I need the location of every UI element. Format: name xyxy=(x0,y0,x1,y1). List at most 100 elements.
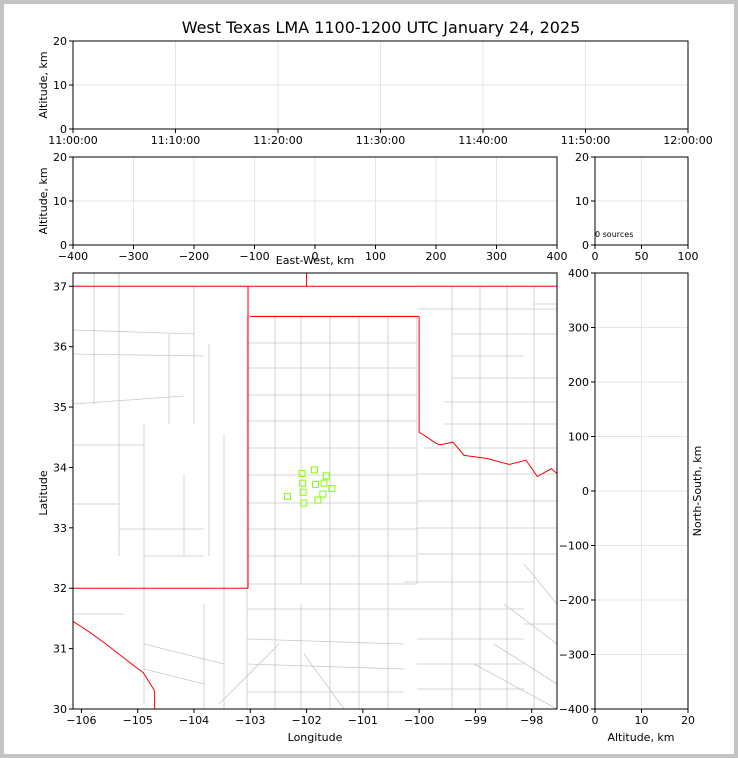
hist-x-tick-label: 50 xyxy=(635,250,649,263)
ns-y-tick-label: −300 xyxy=(559,649,589,662)
ns-y-tick-label: 200 xyxy=(568,376,589,389)
ns-y-tick-label: −200 xyxy=(559,594,589,607)
lat-tick-label: 32 xyxy=(53,582,67,595)
county-line xyxy=(246,638,405,645)
lon-tick-label: −104 xyxy=(179,714,209,727)
county-line xyxy=(143,668,205,685)
ns-altitude-xlabel: Altitude, km xyxy=(607,731,674,744)
lon-tick-label: −101 xyxy=(348,714,378,727)
ns-altitude-ticks: 0 10 20 −400 −300 −200 −100 0 100 200 300 400 xyxy=(559,267,695,727)
time-y-tick-label: 0 xyxy=(60,123,67,136)
time-altitude-ylabel: Altitude, km xyxy=(37,51,50,118)
lma-figure: West Texas LMA 1100-1200 UTC January 24,… xyxy=(37,18,713,744)
plan-view-panel: −106 −105 −104 −103 −102 −101 −100 −99 −98 30 31 32… xyxy=(37,272,558,744)
ew-x-tick-label: 0 xyxy=(312,250,319,263)
county-line xyxy=(303,653,345,709)
ew-x-tick-label: −200 xyxy=(179,250,209,263)
county-line xyxy=(73,353,205,357)
lat-tick-label: 36 xyxy=(53,341,67,354)
time-x-tick-label: 11:00:00 xyxy=(48,134,97,147)
hist-x-tick-label: 0 xyxy=(592,250,599,263)
county-line xyxy=(218,643,280,705)
ns-x-tick-label: 10 xyxy=(635,714,649,727)
plan-view-ticks: −106 −105 −104 −103 −102 −101 −100 −99 −98 30 31 32… xyxy=(53,280,543,727)
ew-x-tick-label: −400 xyxy=(58,250,88,263)
figure-frame: West Texas LMA 1100-1200 UTC January 24,… xyxy=(4,4,734,754)
lat-tick-label: 31 xyxy=(53,643,67,656)
lon-tick-label: −99 xyxy=(464,714,487,727)
time-x-tick-label: 11:20:00 xyxy=(253,134,302,147)
plan-view-ylabel: Latitude xyxy=(37,470,50,516)
time-y-tick-label: 20 xyxy=(53,35,67,48)
plan-view-background xyxy=(73,273,557,709)
lat-tick-label: 30 xyxy=(53,703,67,716)
ns-altitude-ylabel: North-South, km xyxy=(691,446,704,537)
lat-tick-label: 35 xyxy=(53,401,67,414)
ew-y-tick-label: 0 xyxy=(60,239,67,252)
lat-tick-label: 33 xyxy=(53,522,67,535)
county-line xyxy=(143,643,225,665)
lon-tick-label: −105 xyxy=(123,714,153,727)
time-x-tick-label: 12:00:00 xyxy=(663,134,712,147)
hist-y-tick-label: 0 xyxy=(582,239,589,252)
lightning-source-marker xyxy=(299,479,307,487)
histogram-ticks: 0 50 100 0 10 20 xyxy=(575,151,699,263)
lon-tick-label: −102 xyxy=(291,714,321,727)
lightning-source-marker xyxy=(283,492,291,500)
ew-x-tick-label: 400 xyxy=(547,250,568,263)
ew-x-tick-label: −100 xyxy=(239,250,269,263)
time-y-tick-label: 10 xyxy=(53,79,67,92)
ew-x-tick-label: 200 xyxy=(426,250,447,263)
time-altitude-panel: 11:00:00 11:10:00 11:20:00 11:30:00 11:40:00… xyxy=(37,35,713,147)
ew-x-tick-label: 300 xyxy=(486,250,507,263)
lightning-source-marker xyxy=(328,485,336,493)
ew-altitude-xlabel: East-West, km xyxy=(276,254,354,267)
lightning-source-marker xyxy=(322,472,330,480)
histogram-panel: 0 50 100 0 10 20 0 sources xyxy=(575,151,699,263)
lightning-source-marker xyxy=(300,499,308,507)
ns-y-tick-label: 0 xyxy=(582,485,589,498)
county-line xyxy=(473,663,557,709)
ew-y-tick-label: 20 xyxy=(53,151,67,164)
source-count-text: 0 sources xyxy=(595,230,633,239)
ns-x-tick-label: 0 xyxy=(592,714,599,727)
lightning-source-marker xyxy=(319,490,327,498)
time-altitude-ticks: 11:00:00 11:10:00 11:20:00 11:30:00 11:40:00… xyxy=(48,35,712,147)
ew-altitude-panel: −400 −300 −200 −100 0 100 200 300 400 0 10 20 Altit… xyxy=(37,151,568,267)
lon-tick-label: −103 xyxy=(235,714,265,727)
map-layer xyxy=(73,273,557,709)
ns-y-tick-label: −100 xyxy=(559,540,589,553)
state-borders xyxy=(73,273,557,709)
ns-x-tick-label: 20 xyxy=(681,714,695,727)
county-line xyxy=(493,643,557,685)
lon-tick-label: −106 xyxy=(66,714,96,727)
time-x-tick-label: 11:10:00 xyxy=(151,134,200,147)
ns-y-tick-label: 300 xyxy=(568,322,589,335)
hist-x-tick-label: 100 xyxy=(678,250,699,263)
lon-tick-label: −100 xyxy=(404,714,434,727)
hist-y-tick-label: 10 xyxy=(575,195,589,208)
time-x-tick-label: 11:40:00 xyxy=(458,134,507,147)
plan-view-frame xyxy=(72,272,558,710)
time-x-tick-label: 11:50:00 xyxy=(561,134,610,147)
county-line xyxy=(73,329,195,335)
lightning-source-marker xyxy=(298,469,306,477)
lat-tick-label: 37 xyxy=(53,280,67,293)
ns-y-tick-label: 100 xyxy=(568,431,589,444)
lon-tick-label: −98 xyxy=(520,714,543,727)
county-line xyxy=(523,563,557,605)
ns-y-tick-label: −400 xyxy=(559,703,589,716)
hist-y-tick-label: 20 xyxy=(575,151,589,164)
lightning-sources xyxy=(283,466,336,507)
state-border-rio-grande xyxy=(73,621,156,709)
state-border-red-river xyxy=(418,316,557,478)
ew-altitude-ylabel: Altitude, km xyxy=(37,167,50,234)
county-line xyxy=(246,663,405,670)
lightning-source-marker xyxy=(314,496,322,504)
ew-altitude-ticks: −400 −300 −200 −100 0 100 200 300 400 0 10 20 xyxy=(53,151,568,263)
lightning-source-marker xyxy=(299,488,307,496)
ns-y-tick-label: 400 xyxy=(568,267,589,280)
ew-x-tick-label: 100 xyxy=(365,250,386,263)
lat-tick-label: 34 xyxy=(53,461,67,474)
time-x-tick-label: 11:30:00 xyxy=(356,134,405,147)
